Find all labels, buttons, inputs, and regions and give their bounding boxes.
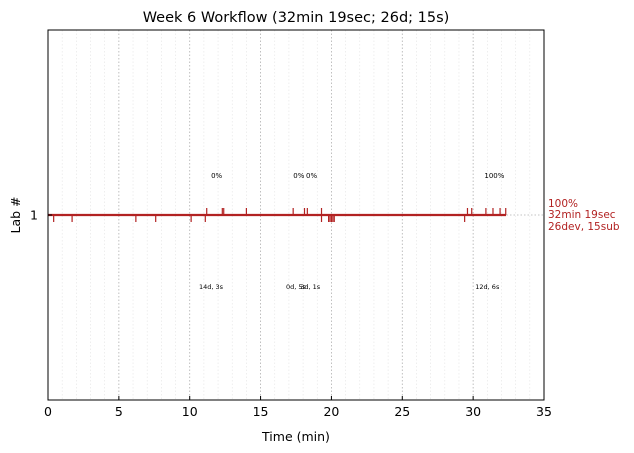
x-tick-label: 35 xyxy=(536,404,552,419)
y-axis: 1 xyxy=(30,208,52,223)
lab-summary: 100% 32min 19sec 26dev, 15sub xyxy=(548,198,620,233)
x-tick-label: 10 xyxy=(182,404,198,419)
y-tick-label: 1 xyxy=(30,208,38,223)
annotation-below: 14d, 3s xyxy=(199,283,224,291)
annotation-below: 3d, 1s xyxy=(300,283,321,291)
x-tick-label: 25 xyxy=(394,404,410,419)
x-tick-label: 30 xyxy=(465,404,481,419)
annotation-below: 0d, 5s xyxy=(286,283,307,291)
annotation-above: 0% xyxy=(211,172,222,180)
annotation-above: 0% xyxy=(293,172,304,180)
summary-line-2: 32min 19sec xyxy=(548,209,616,221)
grid-layer xyxy=(48,30,544,400)
x-tick-label: 15 xyxy=(253,404,269,419)
x-axis-label: Time (min) xyxy=(261,429,330,444)
x-axis: 0 5 10 15 20 25 30 35 xyxy=(44,396,552,419)
annotation-above: 100% xyxy=(484,172,504,180)
annotation-below: 12d, 6s xyxy=(475,283,500,291)
y-axis-label: Lab # xyxy=(8,196,23,233)
x-tick-label: 20 xyxy=(323,404,339,419)
summary-line-1: 100% xyxy=(548,198,578,210)
chart-title: Week 6 Workflow (32min 19sec; 26d; 15s) xyxy=(143,10,450,26)
x-tick-label: 0 xyxy=(44,404,52,419)
x-tick-label: 5 xyxy=(115,404,123,419)
annotation-above: 0% xyxy=(306,172,317,180)
summary-line-3: 26dev, 15sub xyxy=(548,221,620,233)
